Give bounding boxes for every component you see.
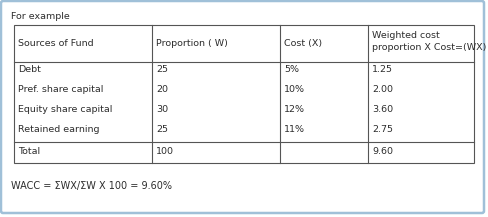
- Text: 3.60: 3.60: [372, 105, 393, 115]
- Text: 9.60: 9.60: [372, 147, 393, 156]
- Text: Cost (X): Cost (X): [284, 39, 322, 48]
- FancyBboxPatch shape: [1, 1, 484, 213]
- Text: 2.75: 2.75: [372, 125, 393, 135]
- Text: Pref. share capital: Pref. share capital: [18, 85, 103, 94]
- Text: 12%: 12%: [284, 105, 305, 115]
- Text: 11%: 11%: [284, 125, 305, 135]
- Text: Equity share capital: Equity share capital: [18, 105, 112, 115]
- Text: Sources of Fund: Sources of Fund: [18, 39, 94, 48]
- Text: Total: Total: [18, 147, 40, 156]
- Text: 25: 25: [156, 125, 168, 135]
- Text: Retained earning: Retained earning: [18, 125, 100, 135]
- Bar: [14, 25, 474, 163]
- Text: 2.00: 2.00: [372, 85, 393, 94]
- Text: 25: 25: [156, 66, 168, 74]
- Text: Weighted cost: Weighted cost: [372, 31, 440, 40]
- Text: WACC = ΣWX/ΣW X 100 = 9.60%: WACC = ΣWX/ΣW X 100 = 9.60%: [11, 181, 172, 191]
- Text: For example: For example: [11, 12, 70, 21]
- Text: 30: 30: [156, 105, 168, 115]
- Text: 1.25: 1.25: [372, 66, 393, 74]
- Text: proportion X Cost=(WX): proportion X Cost=(WX): [372, 43, 487, 52]
- Text: Proportion ( W): Proportion ( W): [156, 39, 228, 48]
- Text: Debt: Debt: [18, 66, 41, 74]
- Text: 10%: 10%: [284, 85, 305, 94]
- Text: 5%: 5%: [284, 66, 299, 74]
- Text: 20: 20: [156, 85, 168, 94]
- Text: 100: 100: [156, 147, 174, 156]
